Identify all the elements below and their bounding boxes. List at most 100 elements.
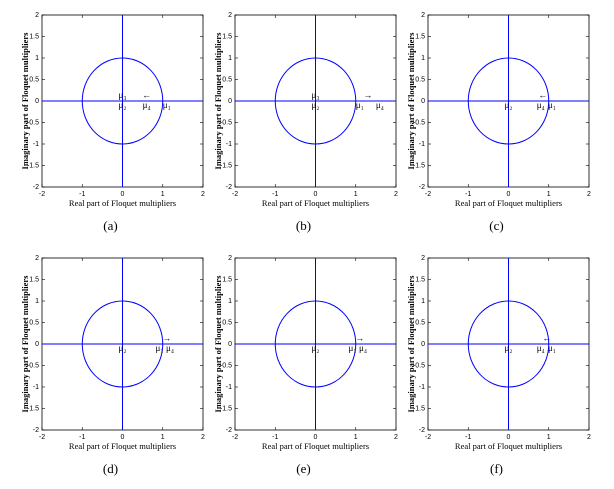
y-tick-label: 2 [228, 255, 232, 262]
annotation: μ₂ [312, 100, 320, 110]
y-tick-label: 1.5 [222, 276, 232, 283]
annotation: μ₃ [312, 90, 320, 100]
x-tick-label: -1 [272, 434, 278, 441]
x-tick-label: 1 [161, 191, 165, 198]
x-tick-label: 1 [547, 191, 551, 198]
annotation: μ₂ [119, 343, 127, 353]
y-tick-label: -1 [226, 384, 232, 391]
y-tick-label: -0.5 [27, 119, 39, 126]
x-tick-label: -1 [272, 191, 278, 198]
x-tick-label: -1 [79, 191, 85, 198]
caption: (e) [296, 461, 310, 476]
y-tick-label: 0.5 [222, 76, 232, 83]
y-tick-label: 1 [421, 298, 425, 305]
y-tick-label: -1.5 [220, 405, 232, 412]
x-tick-label: 2 [201, 191, 205, 198]
unit-circle [467, 57, 550, 145]
y-tick-label: 0 [421, 341, 425, 348]
annotation: μ₁ [356, 100, 364, 110]
y-tick-label: -1 [33, 384, 39, 391]
unit-circle [81, 300, 164, 388]
annotation: ← [542, 333, 551, 343]
caption: (d) [103, 461, 118, 476]
annotation: μ₁ [548, 100, 556, 110]
y-tick-label: 0 [35, 98, 39, 105]
y-tick-label: 1.5 [29, 276, 39, 283]
caption: (a) [103, 218, 117, 233]
y-tick-label: 1.5 [415, 33, 425, 40]
x-tick-label: -2 [39, 434, 45, 441]
y-tick-label: -1.5 [413, 405, 425, 412]
y-tick-label: 0 [228, 98, 232, 105]
x-axis-label: Real part of Floquet multipliers [262, 441, 369, 451]
x-tick-label: 1 [354, 434, 358, 441]
annotation: μ₄ [537, 100, 545, 110]
x-axis-label: Real part of Floquet multipliers [455, 198, 562, 208]
y-tick-label: -2 [33, 184, 39, 191]
y-axis-label: Imaginary part of Floquet multipliers [213, 275, 223, 413]
y-tick-label: 1 [35, 298, 39, 305]
x-tick-label: 0 [507, 434, 511, 441]
annotation: μ₂ [119, 100, 127, 110]
y-tick-label: -2 [226, 184, 232, 191]
y-tick-label: 2 [228, 12, 232, 19]
annotation: μ₂ [312, 343, 320, 353]
x-tick-label: -2 [425, 191, 431, 198]
y-tick-label: 2 [421, 12, 425, 19]
y-tick-label: -1.5 [27, 162, 39, 169]
y-tick-label: -1 [419, 384, 425, 391]
y-tick-label: 0 [35, 341, 39, 348]
annotation: ← [142, 90, 151, 100]
annotation: → [355, 333, 364, 343]
unit-circle [274, 300, 357, 388]
y-tick-label: -0.5 [220, 362, 232, 369]
x-tick-label: 1 [161, 434, 165, 441]
y-tick-label: -0.5 [27, 362, 39, 369]
x-tick-label: -2 [232, 434, 238, 441]
y-tick-label: -2 [33, 427, 39, 434]
x-tick-label: -2 [232, 191, 238, 198]
x-axis-label: Real part of Floquet multipliers [69, 441, 176, 451]
y-tick-label: -1.5 [413, 162, 425, 169]
y-axis-label: Imaginary part of Floquet multipliers [406, 275, 416, 413]
y-tick-label: 2 [35, 12, 39, 19]
y-tick-label: -0.5 [413, 119, 425, 126]
x-tick-label: 2 [587, 191, 591, 198]
x-tick-label: 0 [507, 191, 511, 198]
annotation: μ₄ [359, 343, 367, 353]
y-tick-label: 1 [228, 55, 232, 62]
y-tick-label: 1 [228, 298, 232, 305]
x-tick-label: 1 [547, 434, 551, 441]
unit-circle [274, 57, 357, 145]
annotation: → [162, 333, 171, 343]
annotation: μ₂ [505, 343, 513, 353]
y-tick-label: -0.5 [220, 119, 232, 126]
annotation: μ₄ [376, 100, 384, 110]
y-tick-label: -2 [226, 427, 232, 434]
x-axis-label: Real part of Floquet multipliers [262, 198, 369, 208]
x-tick-label: 0 [314, 434, 318, 441]
y-tick-label: -0.5 [413, 362, 425, 369]
x-tick-label: -1 [79, 434, 85, 441]
x-tick-label: 0 [314, 191, 318, 198]
x-axis-label: Real part of Floquet multipliers [455, 441, 562, 451]
y-tick-label: 1.5 [222, 33, 232, 40]
x-tick-label: -1 [465, 434, 471, 441]
x-tick-label: 1 [354, 191, 358, 198]
x-tick-label: 0 [121, 434, 125, 441]
y-tick-label: 2 [35, 255, 39, 262]
y-tick-label: 0 [421, 98, 425, 105]
y-axis-label: Imaginary part of Floquet multipliers [406, 32, 416, 170]
y-tick-label: 1.5 [415, 276, 425, 283]
y-tick-label: -1 [33, 141, 39, 148]
annotation: μ₁ [548, 343, 556, 353]
x-tick-label: -2 [425, 434, 431, 441]
annotation: μ₂ [505, 100, 513, 110]
y-tick-label: 0.5 [415, 319, 425, 326]
y-tick-label: -1.5 [27, 405, 39, 412]
annotation: μ₃ [119, 90, 127, 100]
y-tick-label: 0.5 [29, 76, 39, 83]
y-tick-label: 1.5 [29, 33, 39, 40]
y-axis-label: Imaginary part of Floquet multipliers [213, 32, 223, 170]
